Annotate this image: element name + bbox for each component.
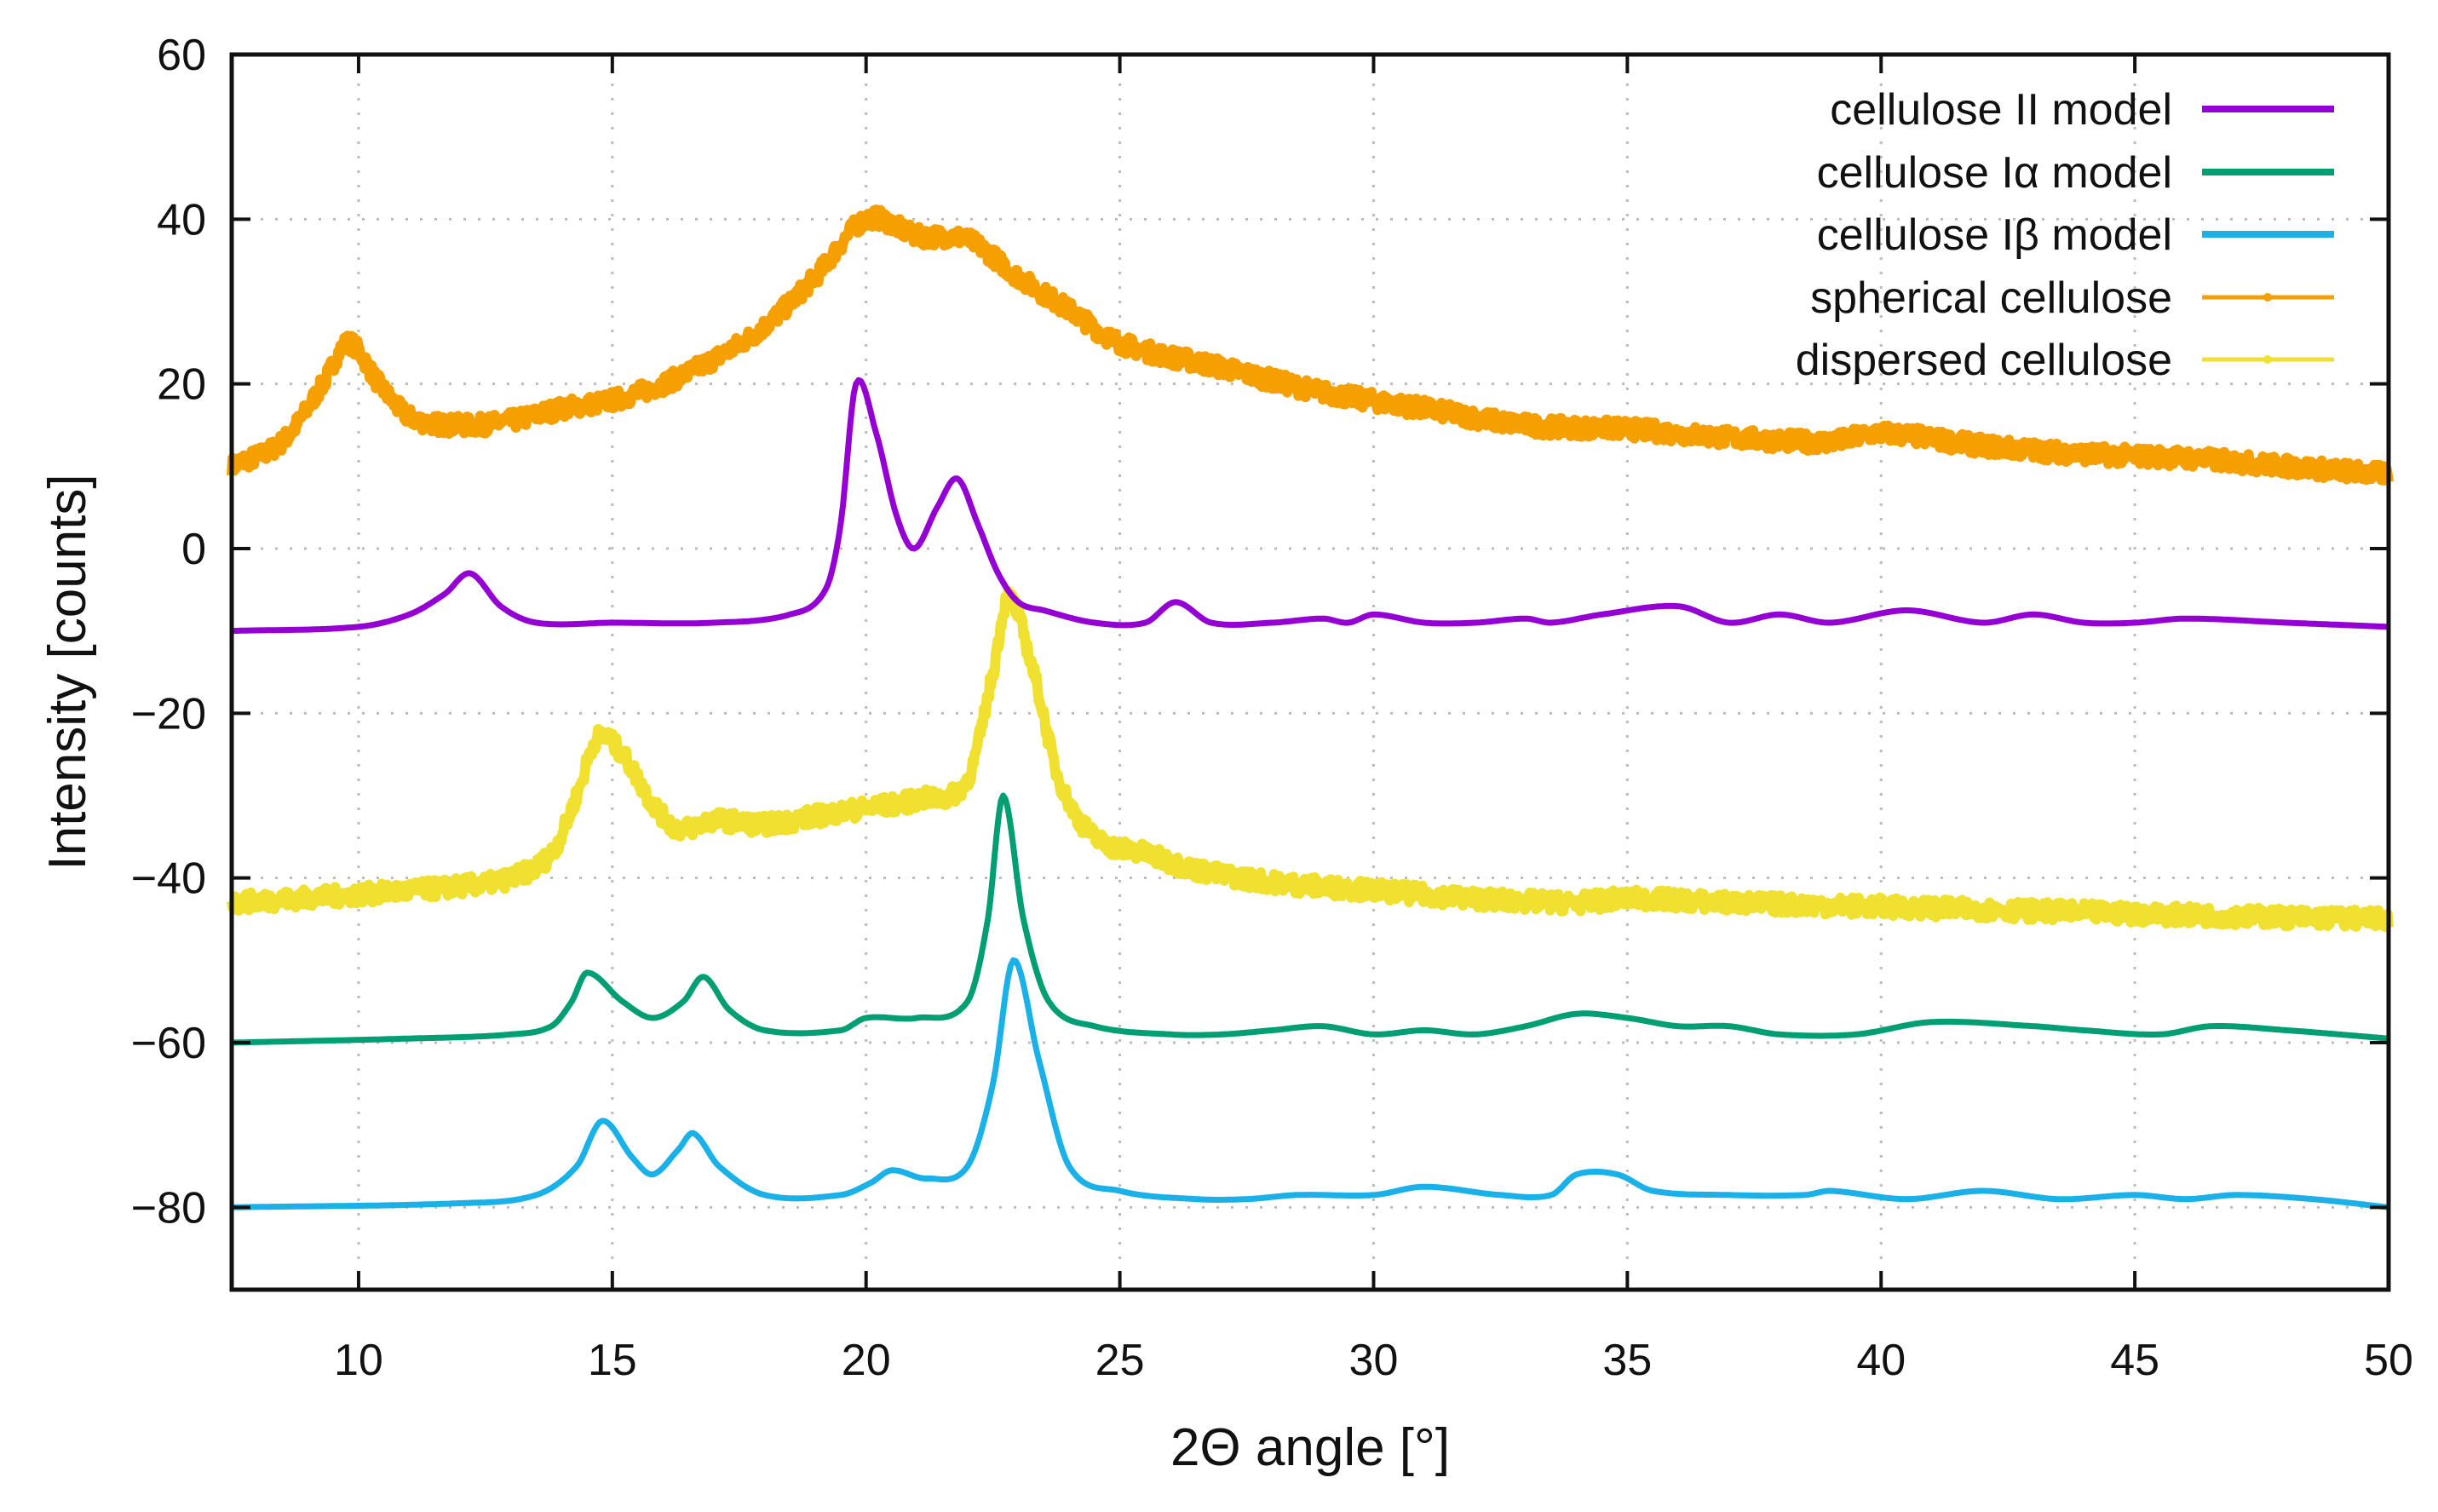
y-tick-label: −40	[131, 854, 206, 904]
legend-label: cellulose II model	[1830, 85, 2172, 135]
x-tick-label: 30	[1349, 1336, 1399, 1385]
series-cellulose-i-model	[231, 957, 2389, 1210]
legend-label: cellulose Iβ model	[1817, 210, 2172, 260]
legend-label: dispersed cellulose	[1796, 336, 2172, 385]
grid	[232, 55, 2389, 1290]
legend-label: cellulose Iα model	[1817, 148, 2172, 198]
legend-marker	[2263, 293, 2272, 302]
y-tick-label: −60	[131, 1019, 206, 1068]
series-points	[227, 586, 2394, 933]
x-tick-label: 35	[1602, 1336, 1652, 1385]
x-axis-title: 2Θ angle [°]	[1170, 1418, 1450, 1477]
legend: cellulose II model cellulose Iα model cell…	[1796, 85, 2334, 385]
curves	[227, 204, 2394, 1210]
series-cellulose-i-model	[231, 792, 2389, 1046]
y-tick-label: 20	[157, 360, 206, 410]
y-tick-label: 40	[157, 195, 206, 244]
y-tick-label: 0	[181, 525, 206, 574]
series-line	[231, 792, 2389, 1046]
plot-frame	[229, 52, 2391, 1292]
series-line	[231, 377, 2389, 635]
y-tick-label: −20	[131, 689, 206, 739]
series-cellulose-ii-model	[231, 377, 2389, 635]
x-tick-label: 10	[334, 1336, 383, 1385]
y-tick-label: −80	[131, 1183, 206, 1233]
y-axis-title: Intensity [counts]	[38, 474, 97, 870]
legend-label: spherical cellulose	[1810, 273, 2172, 323]
series-dispersed-cellulose	[227, 586, 2394, 933]
x-tick-label: 40	[1856, 1336, 1906, 1385]
x-tick-label: 25	[1095, 1336, 1145, 1385]
series-line	[231, 957, 2389, 1210]
x-tick-label: 50	[2364, 1336, 2413, 1385]
x-tick-label: 45	[2110, 1336, 2159, 1385]
axes: 10 15 20 25 30 35 40 45 50 60 40 20 0 −20 −40 −60 −80	[131, 31, 2413, 1385]
series-spherical-cellulose	[227, 204, 2394, 486]
x-tick-label: 15	[588, 1336, 637, 1385]
series-points	[227, 204, 2394, 486]
y-tick-label: 60	[157, 31, 206, 80]
legend-marker	[2263, 355, 2272, 364]
x-tick-label: 20	[842, 1336, 891, 1385]
